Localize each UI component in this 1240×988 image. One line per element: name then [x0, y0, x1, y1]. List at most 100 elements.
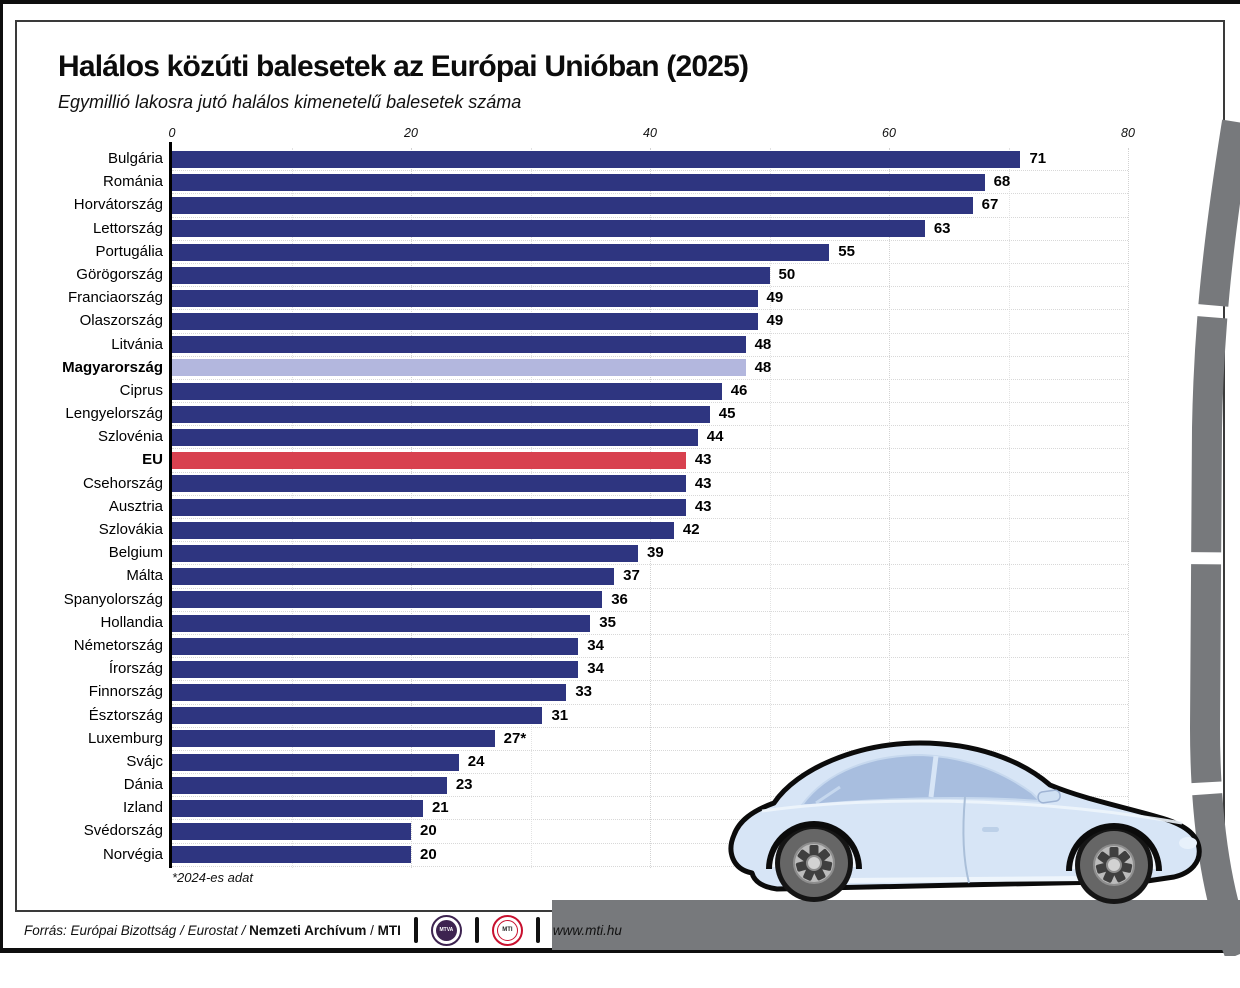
- country-label: Hollandia: [100, 613, 163, 631]
- bar-row: Németország 34: [74, 635, 1128, 659]
- value-label: 71: [1029, 150, 1047, 167]
- bar-row: Litvánia 48: [111, 334, 1128, 357]
- bar: [172, 800, 423, 818]
- country-label: EU: [142, 451, 163, 469]
- source-text-part: Nemzeti Archívum: [249, 922, 367, 938]
- bar-row: Málta 37: [126, 565, 1128, 589]
- mtva-logo-icon: MTVA: [430, 914, 462, 946]
- country-label: Dánia: [123, 776, 163, 794]
- value-label: 42: [682, 521, 700, 538]
- value-label: 24: [467, 752, 485, 770]
- bar-row: Dánia 23: [124, 774, 1128, 798]
- bar-row: Belgium 39: [109, 542, 1128, 566]
- bar: [172, 614, 591, 632]
- value-label: 48: [754, 335, 772, 353]
- bar: [172, 289, 758, 307]
- outer-border-left: [0, 0, 3, 953]
- bar-row: Görögország 50: [76, 264, 1128, 288]
- axis-tick-label: 20: [404, 126, 418, 140]
- bar-row: Csehország 43: [83, 473, 1128, 496]
- bar-row: Lengyelország 45: [65, 403, 1128, 427]
- value-label: 46: [730, 381, 748, 399]
- bar-row: Románia 68: [103, 171, 1128, 195]
- country-label: Magyarország: [62, 358, 163, 376]
- value-label: 27*: [503, 729, 527, 747]
- bar-row: Spanyolország 36: [64, 589, 1128, 612]
- bar-row: Észtország 31: [89, 705, 1128, 728]
- value-label: 35: [599, 613, 616, 631]
- bar-row: Svájc 24: [126, 751, 1128, 775]
- bar: [172, 660, 579, 678]
- country-label: Románia: [102, 173, 163, 191]
- bar: [172, 823, 411, 841]
- bar: [172, 429, 698, 447]
- value-label: 34: [587, 636, 604, 654]
- bar-row: Lettország 63: [93, 218, 1128, 241]
- country-label: Észtország: [88, 706, 163, 724]
- country-label: Spanyolország: [63, 590, 163, 608]
- bar-row: Izland 21: [123, 797, 1128, 821]
- bar-row: Finnország 33: [89, 681, 1128, 705]
- bar: [172, 173, 985, 191]
- outer-border-top: [0, 0, 1240, 4]
- country-label: Svédország: [83, 822, 163, 840]
- bar: [172, 197, 973, 215]
- x-axis-ticks: 0 20 40 60 80: [168, 126, 1135, 144]
- value-label: 63: [933, 219, 951, 237]
- country-label: Németország: [73, 636, 163, 654]
- country-label: Franciaország: [67, 289, 163, 307]
- bar: [172, 753, 459, 771]
- country-label: Szlovákia: [98, 521, 163, 538]
- axis-tick-label: 40: [643, 126, 657, 140]
- country-label: Ciprus: [119, 381, 163, 399]
- country-label: Írország: [108, 660, 163, 678]
- bar: [172, 568, 615, 586]
- axis-tick-label: 0: [168, 126, 176, 140]
- axis-tick-label: 80: [1121, 126, 1135, 140]
- country-label: Litvánia: [111, 335, 163, 353]
- value-label: 55: [838, 242, 855, 260]
- bar: [172, 475, 686, 493]
- source-text: Forrás: Európai Bizottság / Eurostat / N…: [24, 923, 401, 938]
- country-label: Portugália: [95, 242, 163, 260]
- country-label: Svájc: [126, 752, 163, 770]
- country-label: Norvégia: [102, 845, 163, 863]
- car-rear-wheel: [775, 824, 853, 902]
- value-label: 37: [623, 567, 640, 585]
- value-label: 48: [754, 358, 772, 376]
- value-label: 43: [694, 474, 712, 492]
- country-label: Lettország: [92, 219, 163, 237]
- bar: [172, 359, 746, 377]
- bar: [172, 336, 746, 354]
- value-label: 45: [718, 405, 736, 423]
- value-label: 21: [431, 799, 449, 817]
- page-title: Halálos közúti balesetek az Európai Unió…: [58, 50, 749, 83]
- bar-row: Norvégia 20: [103, 844, 1128, 867]
- bar-row: Luxemburg 27*: [88, 728, 1128, 751]
- value-label: 49: [766, 312, 784, 330]
- country-label: Horvátország: [73, 196, 163, 214]
- car-window: [800, 753, 1043, 806]
- footnote: *2024-es adat: [172, 870, 253, 885]
- country-label: Izland: [122, 799, 163, 817]
- car-illustration: [728, 740, 1202, 904]
- country-label: Málta: [126, 567, 163, 585]
- country-label: Szlovénia: [97, 428, 163, 446]
- bar: [172, 730, 495, 748]
- bar: [172, 544, 639, 562]
- footer-separator: [474, 917, 479, 943]
- source-text-part: Forrás: Európai Bizottság / Eurostat /: [24, 922, 250, 938]
- bar-row: Ciprus 46: [120, 380, 1128, 404]
- bar-row: Olaszország 49: [80, 310, 1128, 334]
- bar-row: Magyarország 48: [62, 357, 1128, 380]
- car-mirror: [1037, 789, 1061, 804]
- value-label: 43: [694, 451, 712, 469]
- source-text-part: /: [366, 922, 378, 938]
- source-text-part: MTI: [377, 922, 401, 938]
- country-label: Csehország: [82, 474, 163, 492]
- bar: [172, 405, 710, 423]
- country-label: Belgium: [108, 544, 163, 562]
- value-label: 34: [587, 660, 604, 678]
- country-label: Görögország: [76, 265, 163, 283]
- bar: [172, 707, 543, 725]
